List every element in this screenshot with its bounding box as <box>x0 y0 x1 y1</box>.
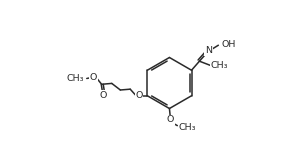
Text: N: N <box>205 46 212 55</box>
Text: CH₃: CH₃ <box>67 74 84 83</box>
Text: O: O <box>100 91 107 100</box>
Text: O: O <box>90 73 97 82</box>
Text: O: O <box>166 115 174 124</box>
Text: CH₃: CH₃ <box>211 61 228 70</box>
Text: OH: OH <box>222 40 236 49</box>
Text: CH₃: CH₃ <box>179 123 197 132</box>
Text: O: O <box>135 91 142 100</box>
